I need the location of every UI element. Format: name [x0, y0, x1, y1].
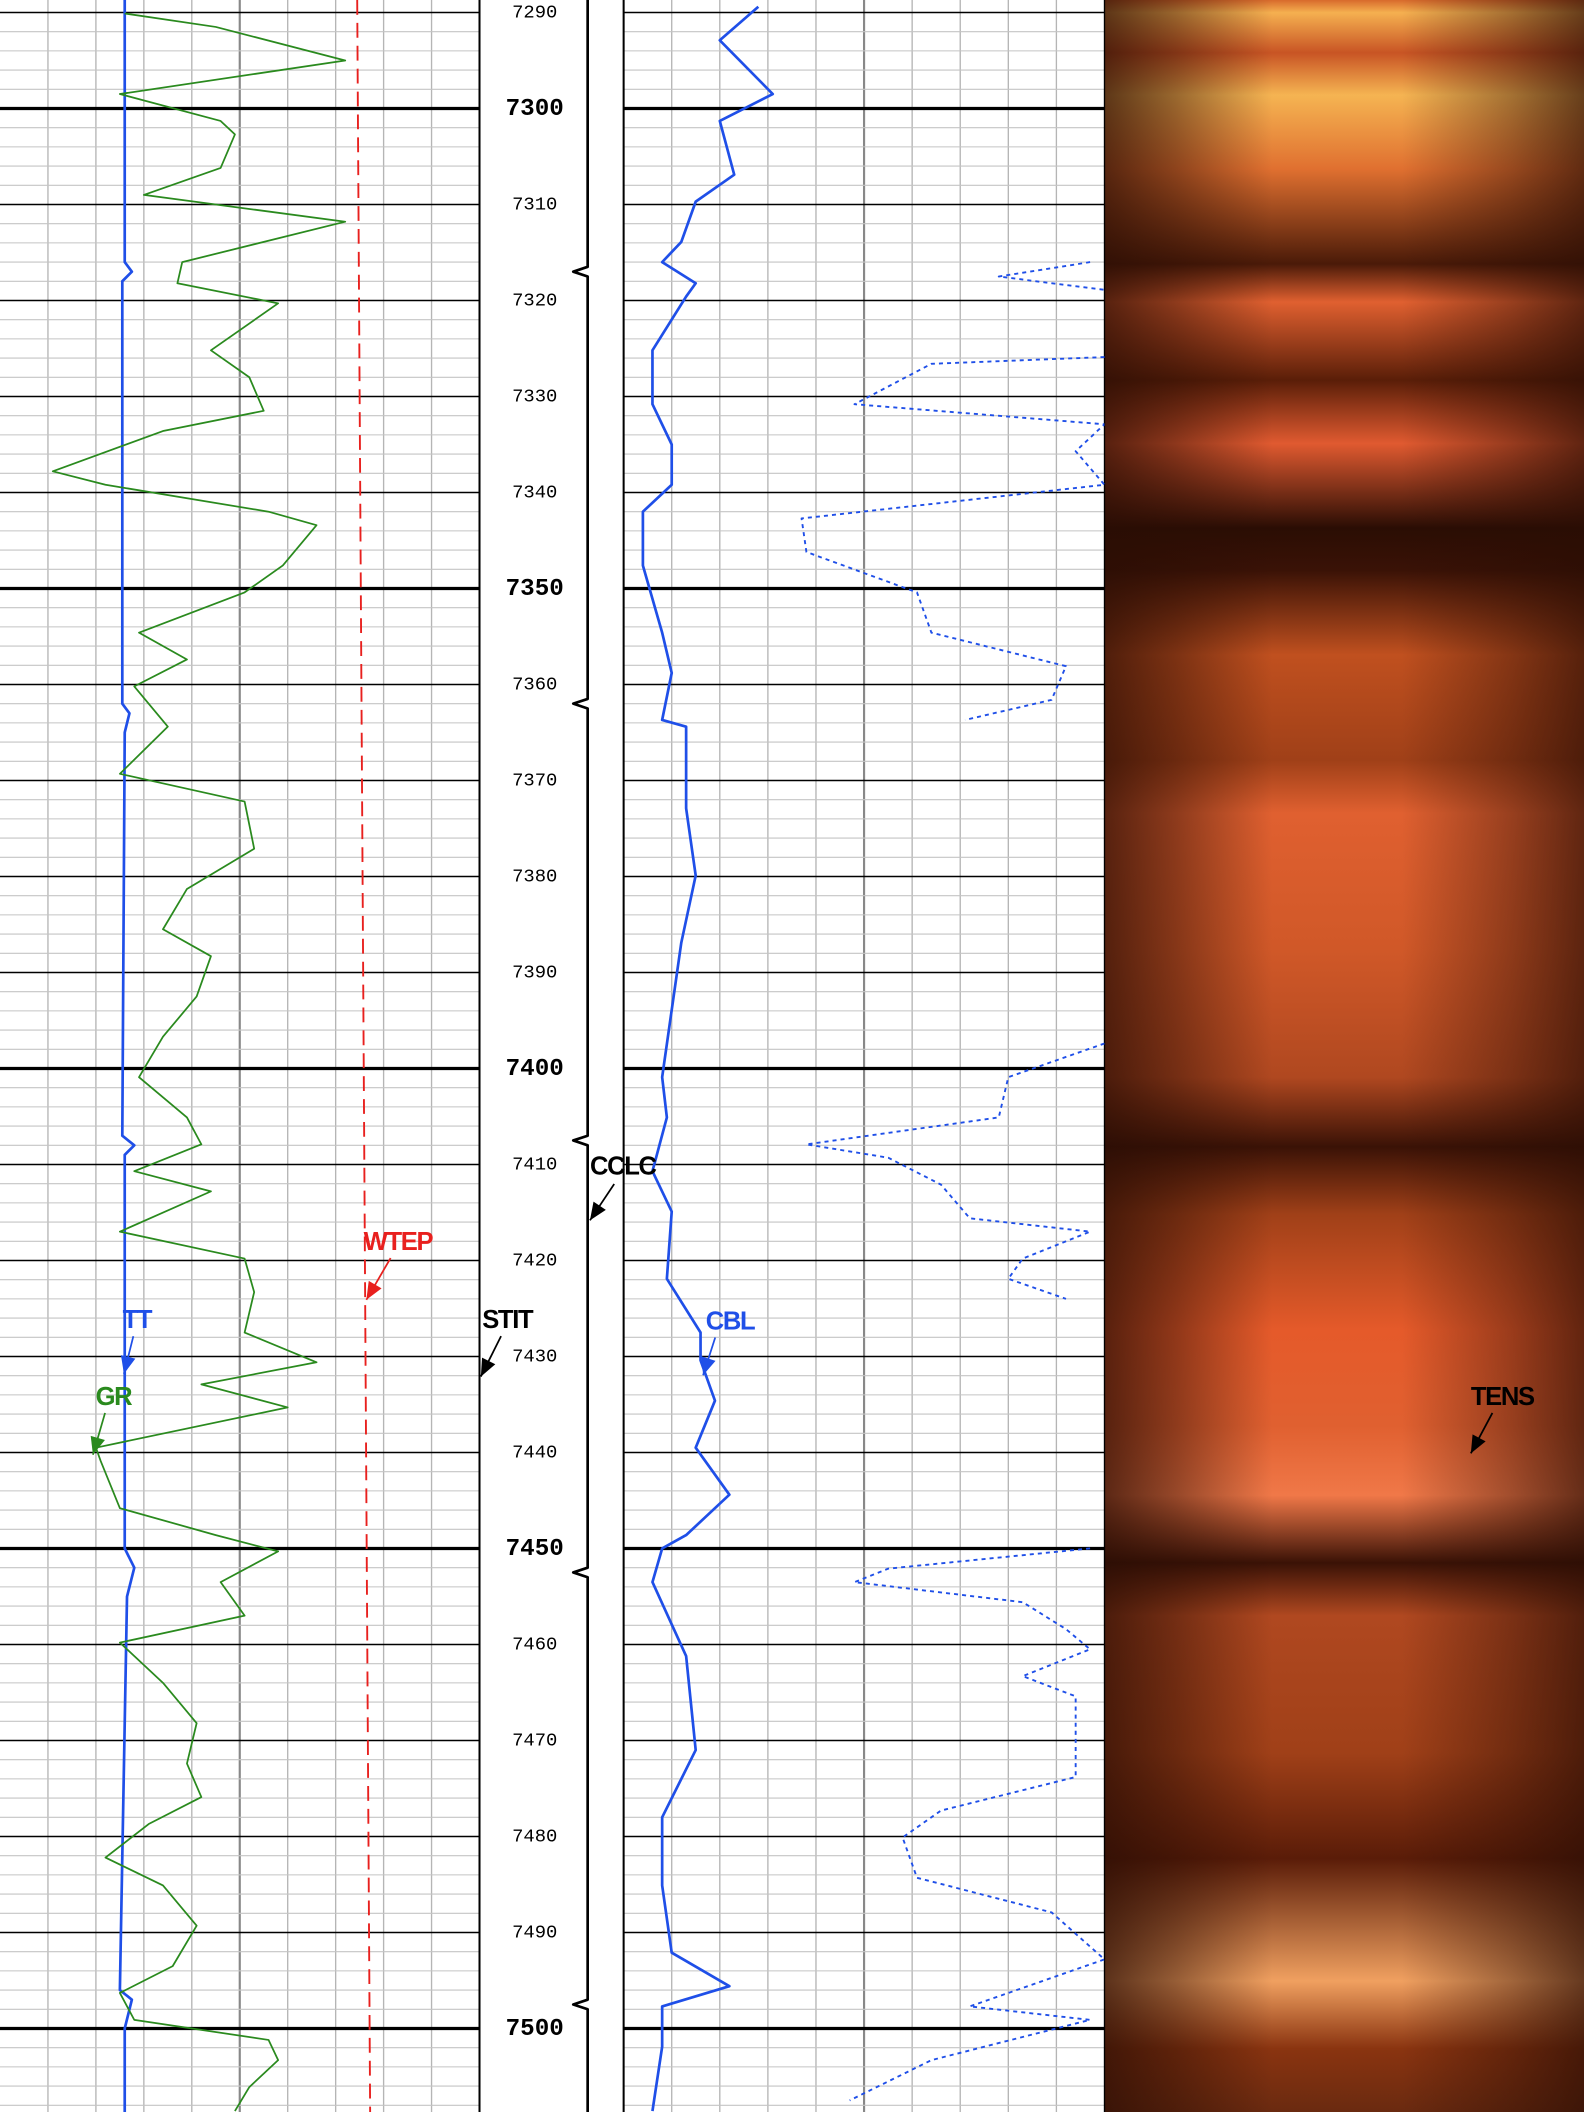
- depth-label: 7300: [506, 96, 564, 123]
- arrow-head: [701, 1356, 716, 1376]
- curves: [51, 0, 1105, 2112]
- depth-label: 7460: [512, 1633, 557, 1655]
- curve: [356, 0, 372, 2112]
- depth-label: 7340: [512, 481, 557, 503]
- curve: [571, 0, 590, 2112]
- depth-label: 7450: [506, 1536, 564, 1563]
- depth-label: 7370: [512, 769, 557, 791]
- depth-label: 7330: [512, 385, 557, 407]
- curve-label: GR: [96, 1383, 133, 1411]
- arrow-head: [90, 1435, 105, 1455]
- depth-label: 7350: [506, 576, 564, 603]
- curve: [118, 0, 136, 2112]
- curve-label: STIT: [482, 1306, 534, 1334]
- labels: TT GR WTEP CCLC CBL STIT TENS: [90, 1153, 1536, 1455]
- arrow-head: [366, 1280, 382, 1300]
- arrow-head: [480, 1357, 496, 1377]
- curve: [800, 261, 1105, 2102]
- depth-label: 7480: [512, 1825, 557, 1847]
- depth-label: 7400: [506, 1056, 564, 1083]
- image-track-shade: [1104, 0, 1584, 2112]
- curve-label: TENS: [1471, 1383, 1535, 1411]
- depth-label: 7390: [512, 961, 557, 983]
- curve-label: CCLC: [590, 1153, 657, 1181]
- curve-label: TT: [123, 1306, 153, 1334]
- depth-label: 7470: [512, 1729, 557, 1751]
- arrow-head: [1470, 1434, 1486, 1454]
- depth-label: 7410: [512, 1153, 557, 1175]
- depth-label: 7500: [506, 2016, 564, 2043]
- curve: [641, 5, 775, 2112]
- depth-label: 7440: [512, 1441, 557, 1463]
- depth-label: 7320: [512, 289, 557, 311]
- depth-label: 7290: [512, 1, 557, 23]
- depth-label: 7360: [512, 673, 557, 695]
- depth-label: 7310: [512, 193, 557, 215]
- depth-label: 7380: [512, 865, 557, 887]
- curve: [51, 12, 347, 2112]
- arrow-head: [120, 1355, 136, 1374]
- depth-label: 7490: [512, 1921, 557, 1943]
- curve-label: WTEP: [364, 1228, 434, 1256]
- grid: 7290 7300 7310 7320 7330 7340 7350 7360 7370 7380…: [0, 0, 1105, 2112]
- arrow-head: [589, 1201, 606, 1221]
- curve-label: CBL: [706, 1307, 755, 1335]
- depth-label: 7430: [512, 1345, 557, 1367]
- depth-label: 7420: [512, 1249, 557, 1271]
